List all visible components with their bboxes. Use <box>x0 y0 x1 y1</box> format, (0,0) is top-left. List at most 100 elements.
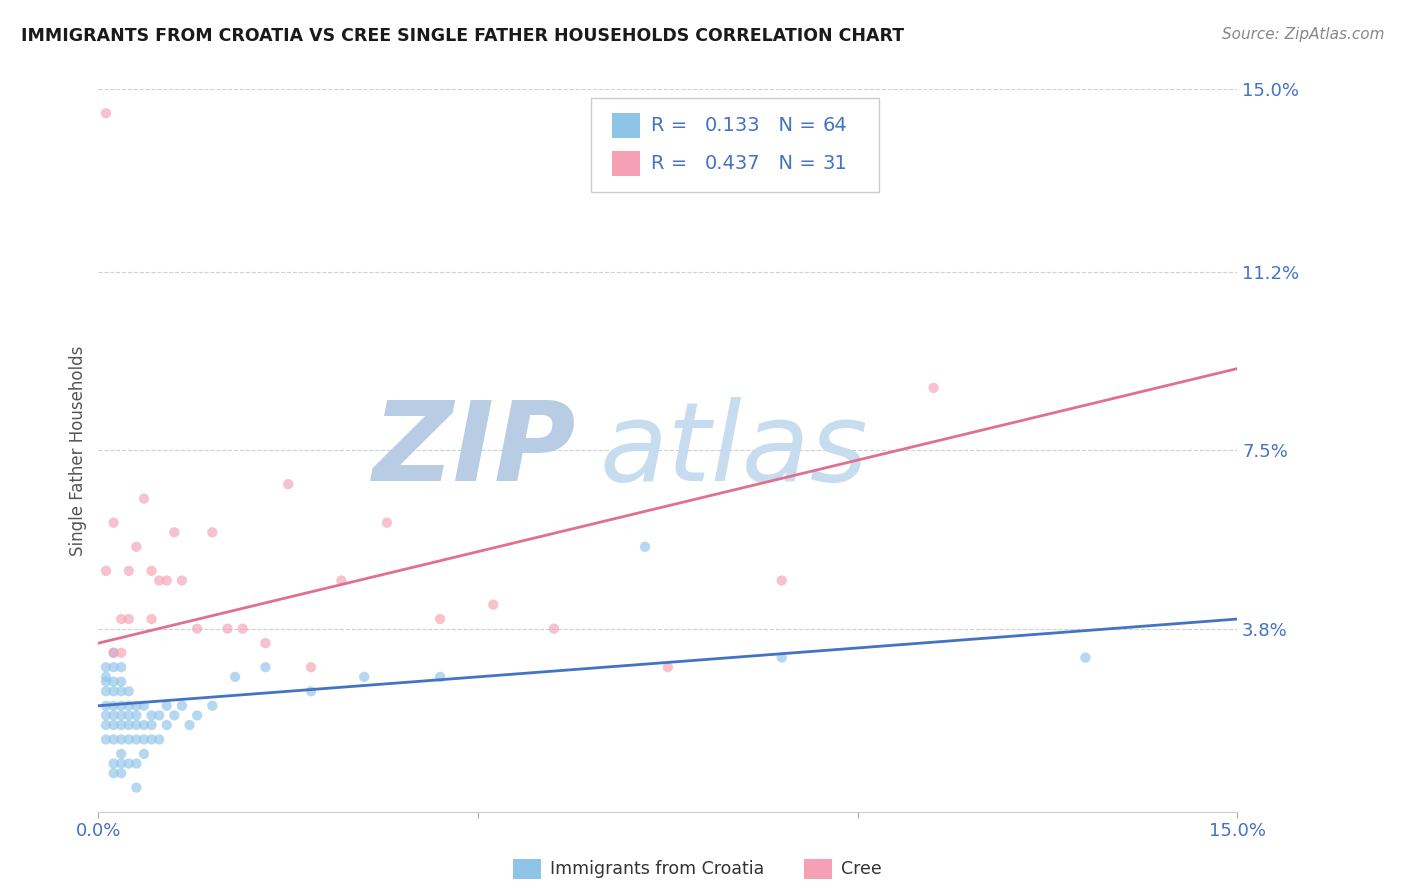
Point <box>94 708 117 723</box>
Point <box>118 732 141 747</box>
Point <box>163 525 186 540</box>
Point <box>110 660 132 674</box>
Point <box>110 732 132 747</box>
Point <box>186 622 208 636</box>
Point <box>125 698 148 713</box>
Point <box>110 698 132 713</box>
Point <box>110 612 132 626</box>
Point <box>103 756 125 771</box>
Point <box>1074 650 1097 665</box>
Point <box>118 718 141 732</box>
Point <box>482 598 505 612</box>
Point <box>429 670 451 684</box>
Point <box>254 660 277 674</box>
Point <box>141 612 163 626</box>
Point <box>132 491 155 506</box>
Point <box>110 747 132 761</box>
Point <box>148 574 170 588</box>
Text: 0.437: 0.437 <box>704 153 761 173</box>
Point <box>94 564 117 578</box>
Point <box>118 612 141 626</box>
Text: 31: 31 <box>823 153 848 173</box>
Point <box>94 106 117 120</box>
Point <box>141 732 163 747</box>
Point <box>94 684 117 698</box>
Point <box>110 708 132 723</box>
Text: 64: 64 <box>823 116 848 136</box>
Point <box>103 516 125 530</box>
Point <box>132 698 155 713</box>
Point <box>429 612 451 626</box>
Point <box>186 708 208 723</box>
Point <box>224 670 246 684</box>
Point <box>125 540 148 554</box>
Point <box>125 708 148 723</box>
Point <box>375 516 398 530</box>
Point <box>103 698 125 713</box>
Point <box>770 574 793 588</box>
Point <box>118 708 141 723</box>
Text: R =: R = <box>651 153 693 173</box>
Point <box>118 698 141 713</box>
Point <box>94 718 117 732</box>
Point <box>103 732 125 747</box>
Point <box>125 732 148 747</box>
Point <box>118 684 141 698</box>
Point <box>94 674 117 689</box>
Point <box>103 708 125 723</box>
Text: N =: N = <box>766 153 823 173</box>
Text: N =: N = <box>766 116 823 136</box>
Point <box>330 574 353 588</box>
Point <box>353 670 375 684</box>
Point <box>141 718 163 732</box>
Point <box>94 660 117 674</box>
Point <box>103 660 125 674</box>
Point <box>163 708 186 723</box>
Text: IMMIGRANTS FROM CROATIA VS CREE SINGLE FATHER HOUSEHOLDS CORRELATION CHART: IMMIGRANTS FROM CROATIA VS CREE SINGLE F… <box>21 27 904 45</box>
Point <box>201 698 224 713</box>
Point <box>132 718 155 732</box>
Point <box>148 732 170 747</box>
Point <box>125 756 148 771</box>
Point <box>770 650 793 665</box>
Text: ZIP: ZIP <box>373 397 576 504</box>
Point <box>103 646 125 660</box>
Text: Cree: Cree <box>841 860 882 878</box>
Point <box>110 756 132 771</box>
Point <box>277 477 299 491</box>
Point <box>110 646 132 660</box>
Text: R =: R = <box>651 116 693 136</box>
Point <box>201 525 224 540</box>
Text: 0.133: 0.133 <box>704 116 761 136</box>
Point <box>299 660 322 674</box>
Point <box>922 381 945 395</box>
Point <box>141 564 163 578</box>
Point <box>118 756 141 771</box>
Point <box>148 708 170 723</box>
Point <box>217 622 239 636</box>
Point <box>103 646 125 660</box>
Y-axis label: Single Father Households: Single Father Households <box>69 345 87 556</box>
Point <box>110 674 132 689</box>
Point <box>156 718 179 732</box>
Point <box>110 684 132 698</box>
Point <box>634 540 657 554</box>
Point <box>254 636 277 650</box>
Point <box>170 698 193 713</box>
Point <box>118 564 141 578</box>
Point <box>141 708 163 723</box>
Point <box>110 718 132 732</box>
Text: Source: ZipAtlas.com: Source: ZipAtlas.com <box>1222 27 1385 42</box>
Point <box>103 718 125 732</box>
Point <box>232 622 254 636</box>
Point <box>299 684 322 698</box>
Point <box>125 780 148 795</box>
Point <box>132 747 155 761</box>
Point <box>657 660 679 674</box>
Point <box>94 698 117 713</box>
Text: atlas: atlas <box>599 397 868 504</box>
Point <box>94 670 117 684</box>
Point <box>110 766 132 780</box>
Point <box>170 574 193 588</box>
Point <box>543 622 565 636</box>
